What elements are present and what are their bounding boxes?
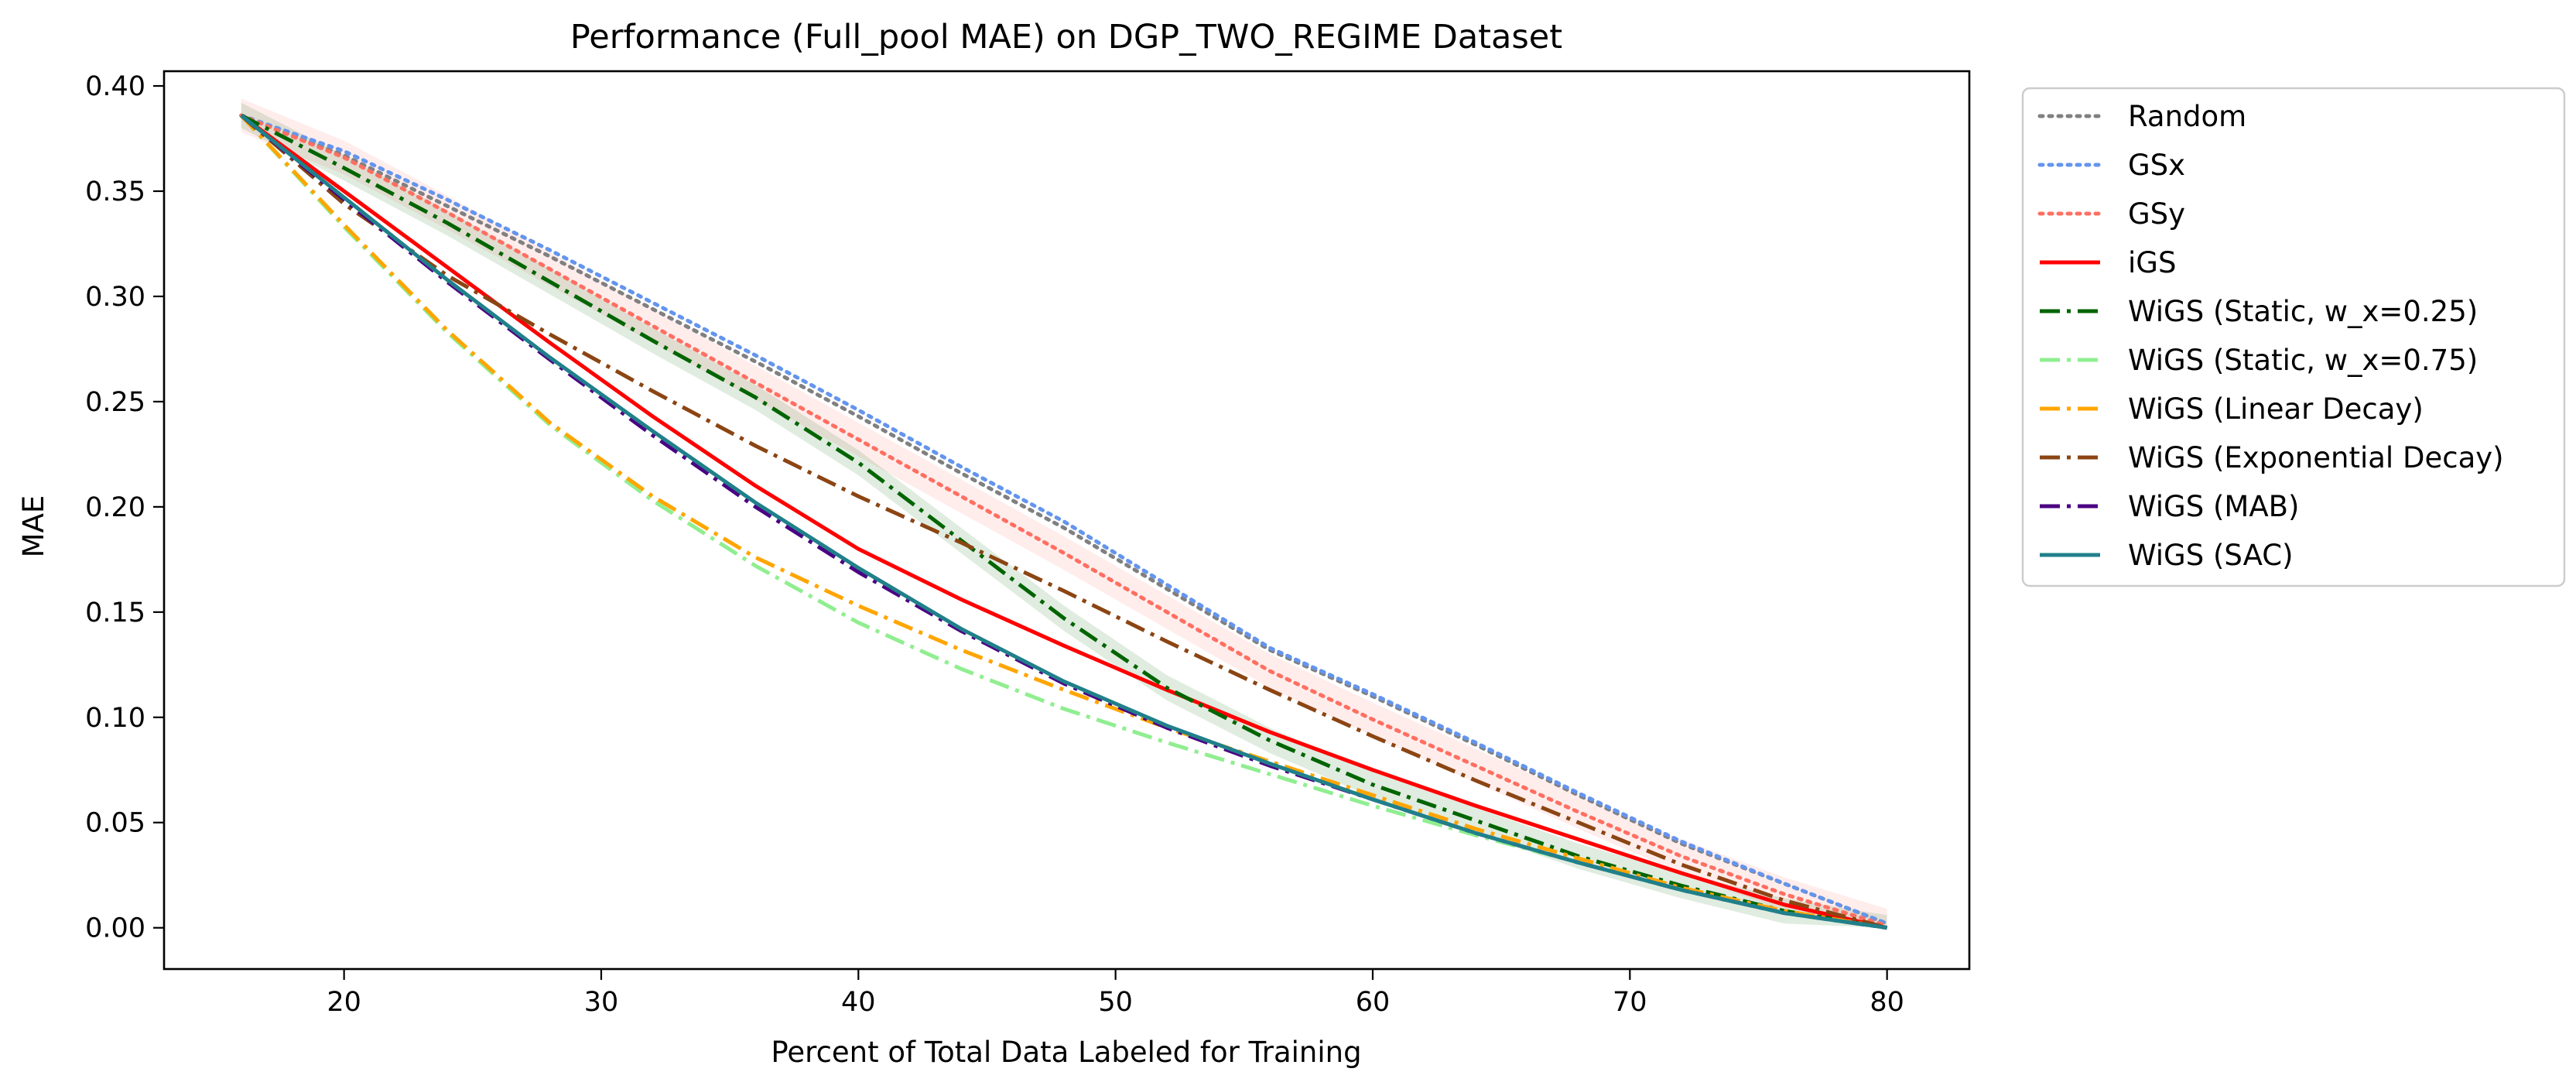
plot-area: 20 30 40 50 60 70 80 0.00 0.05 0.10 0.15 0.20 0.25 0.… bbox=[85, 70, 1971, 1018]
legend-label: GSy bbox=[2128, 197, 2185, 231]
x-tick-label: 70 bbox=[1613, 987, 1647, 1018]
series-line bbox=[240, 114, 1888, 930]
y-axis-label: MAE bbox=[17, 495, 50, 558]
legend: Random GSx GSy iGS WiGS (Static, w_x=0.25) Wi… bbox=[2021, 87, 2566, 587]
legend-label: WiGS (Exponential Decay) bbox=[2128, 441, 2504, 474]
series-band bbox=[241, 98, 1887, 928]
series-line bbox=[240, 114, 1888, 930]
series-line bbox=[240, 113, 1888, 930]
legend-label: WiGS (SAC) bbox=[2128, 539, 2294, 572]
legend-label: WiGS (MAB) bbox=[2128, 490, 2299, 523]
y-tick-label: 0.10 bbox=[85, 703, 145, 734]
x-tick-label: 60 bbox=[1356, 987, 1391, 1018]
series-line bbox=[240, 114, 1888, 930]
x-tick-label: 20 bbox=[327, 987, 361, 1018]
x-tick-label: 80 bbox=[1870, 987, 1904, 1018]
chart-title: Performance (Full_pool MAE) on DGP_TWO_R… bbox=[570, 18, 1562, 57]
legend-label: Random bbox=[2128, 100, 2246, 133]
y-tick-label: 0.40 bbox=[85, 71, 145, 102]
legend-frame bbox=[2021, 87, 2566, 587]
y-tick-label: 0.00 bbox=[85, 913, 145, 944]
legend-label: WiGS (Static, w_x=0.75) bbox=[2128, 344, 2478, 377]
x-tick-label: 30 bbox=[584, 987, 619, 1018]
x-axis-label: Percent of Total Data Labeled for Traini… bbox=[771, 1036, 1361, 1069]
y-tick-label: 0.20 bbox=[85, 492, 145, 523]
legend-label: WiGS (Linear Decay) bbox=[2128, 392, 2424, 426]
y-tick-label: 0.05 bbox=[85, 808, 145, 839]
x-tick-label: 40 bbox=[841, 987, 876, 1018]
y-tick-label: 0.35 bbox=[85, 176, 145, 207]
series-line bbox=[239, 114, 1888, 930]
y-tick-label: 0.25 bbox=[85, 387, 145, 418]
legend-label: WiGS (Static, w_x=0.25) bbox=[2128, 295, 2478, 328]
legend-label: iGS bbox=[2128, 246, 2176, 279]
series-line bbox=[239, 113, 1890, 926]
y-tick-label: 0.15 bbox=[85, 598, 145, 628]
x-tick-label: 50 bbox=[1098, 987, 1133, 1018]
series-line bbox=[239, 113, 1890, 928]
y-tick-label: 0.30 bbox=[85, 282, 145, 313]
series-line bbox=[239, 113, 1890, 926]
legend-label: GSx bbox=[2128, 149, 2185, 182]
plot-frame bbox=[162, 70, 1971, 971]
